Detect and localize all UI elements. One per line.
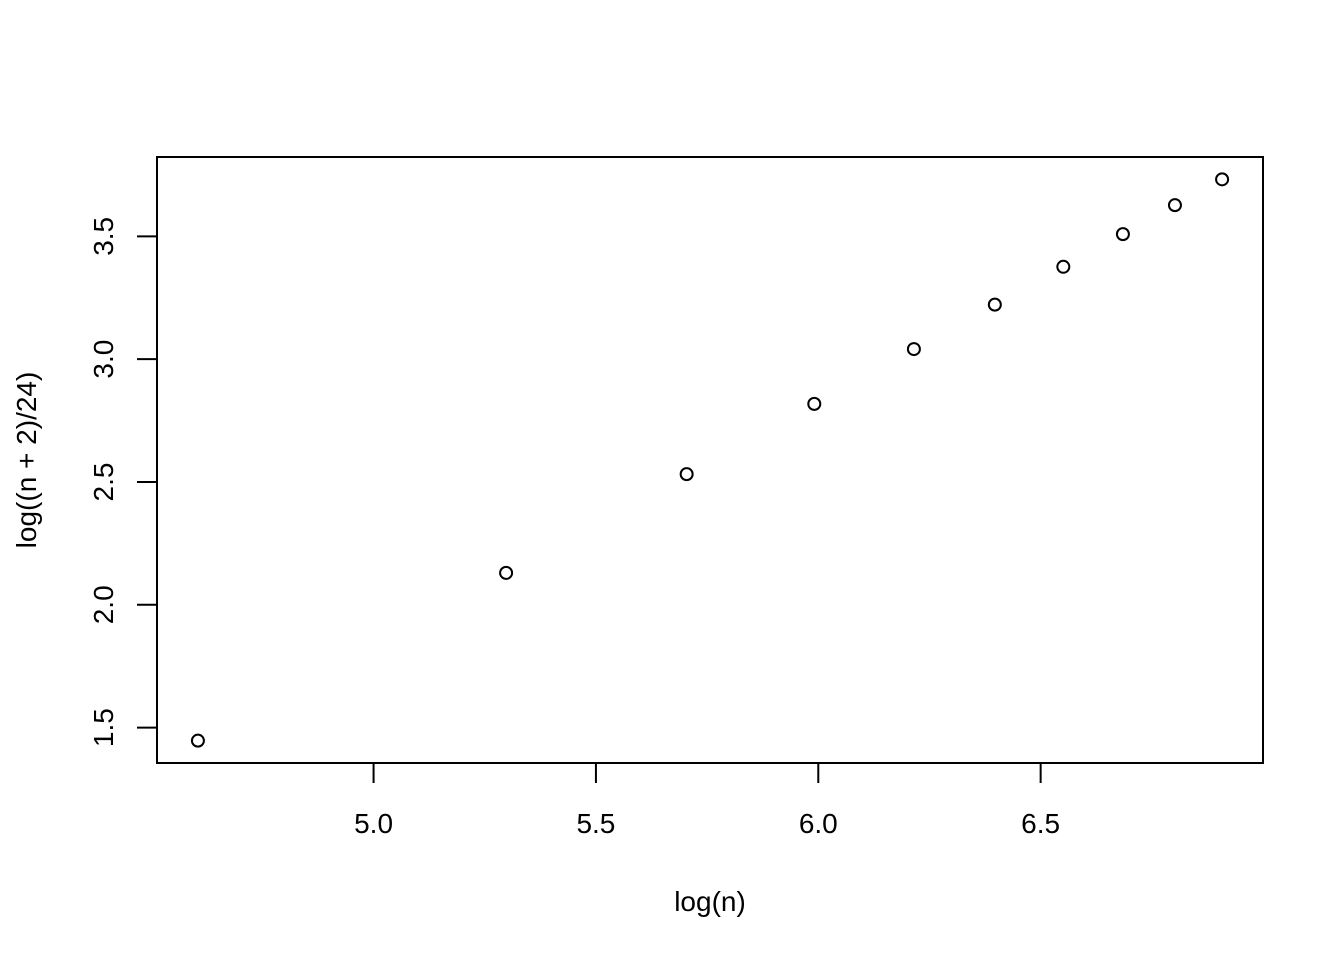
data-point [1056,259,1071,274]
y-tick-label: 1.5 [88,708,119,747]
y-axis: 1.5 2.0 2.5 3.0 3.5 [88,217,157,747]
data-point [190,733,205,748]
data-point [679,467,694,482]
plot-frame [156,156,1264,764]
y-tick-label: 2.0 [88,585,119,624]
data-point [906,342,921,357]
x-tick-label: 6.5 [1021,808,1060,839]
y-tick-label: 3.5 [88,217,119,256]
y-tick-label: 2.5 [88,463,119,502]
x-tick-label: 5.0 [354,808,393,839]
data-points [190,172,1230,748]
x-axis-title: log(n) [674,886,746,917]
y-tick-label: 3.0 [88,340,119,379]
data-point [1215,172,1230,187]
y-axis-title: log((n + 2)/24) [11,372,42,549]
data-point [987,297,1002,312]
x-tick-label: 5.5 [576,808,615,839]
data-point [807,396,822,411]
x-axis: 5.0 5.5 6.0 6.5 [354,763,1060,839]
data-point [1167,198,1182,213]
data-point [499,565,514,580]
x-tick-label: 6.0 [799,808,838,839]
data-point [1115,227,1130,242]
